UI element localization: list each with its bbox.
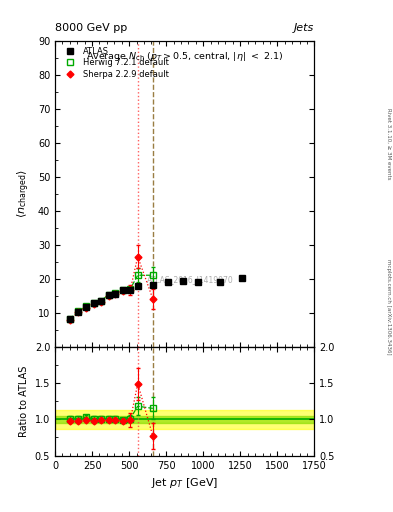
ATLAS (195, 280, 200, 286)
Herwig 7.2.1 default (107, 291, 111, 297)
Sherpa 2.2.9 default (107, 292, 111, 298)
Sherpa 2.2.9 default (84, 305, 89, 311)
Sherpa 2.2.9 default (68, 317, 72, 323)
Line: ATLAS: ATLAS (67, 274, 245, 323)
Herwig 7.2.1 default (76, 308, 81, 314)
Sherpa 2.2.9 default (76, 309, 81, 315)
Herwig 7.2.1 default (113, 290, 118, 296)
ATLAS (180, 279, 185, 285)
Text: Jets: Jets (294, 23, 314, 33)
Legend: ATLAS, Herwig 7.2.1 default, Sherpa 2.2.9 default: ATLAS, Herwig 7.2.1 default, Sherpa 2.2.… (59, 45, 170, 80)
Text: mcplots.cern.ch [arXiv:1306.3436]: mcplots.cern.ch [arXiv:1306.3436] (386, 260, 391, 355)
X-axis label: Jet $p_T$ [GeV]: Jet $p_T$ [GeV] (151, 476, 218, 490)
ATLAS (113, 290, 118, 296)
ATLAS (99, 298, 103, 304)
Sherpa 2.2.9 default (113, 291, 118, 297)
ATLAS (121, 286, 125, 292)
ATLAS (135, 283, 140, 289)
ATLAS (165, 280, 170, 286)
Line: Sherpa 2.2.9 default: Sherpa 2.2.9 default (68, 254, 155, 323)
Herwig 7.2.1 default (99, 297, 103, 304)
Y-axis label: Ratio to ATLAS: Ratio to ATLAS (19, 366, 29, 437)
ATLAS (91, 300, 96, 306)
Herwig 7.2.1 default (121, 287, 125, 293)
ATLAS (84, 305, 89, 311)
ATLAS (76, 309, 81, 315)
ATLAS (240, 274, 244, 281)
Herwig 7.2.1 default (128, 286, 133, 292)
Text: Rivet 3.1.10, ≥ 3M events: Rivet 3.1.10, ≥ 3M events (386, 108, 391, 179)
Text: Average $N_{\rm ch}$ ($p_T$$>$0.5, central, $|\eta|$ $<$ 2.1): Average $N_{\rm ch}$ ($p_T$$>$0.5, centr… (86, 50, 283, 63)
Herwig 7.2.1 default (68, 316, 72, 322)
Text: 8000 GeV pp: 8000 GeV pp (55, 23, 127, 33)
Sherpa 2.2.9 default (121, 287, 125, 293)
Herwig 7.2.1 default (91, 300, 96, 306)
Sherpa 2.2.9 default (91, 301, 96, 307)
Sherpa 2.2.9 default (128, 287, 133, 293)
Herwig 7.2.1 default (151, 272, 155, 279)
Line: Herwig 7.2.1 default: Herwig 7.2.1 default (66, 272, 156, 323)
ATLAS (128, 286, 133, 292)
Sherpa 2.2.9 default (99, 298, 103, 305)
Sherpa 2.2.9 default (135, 253, 140, 260)
Herwig 7.2.1 default (84, 304, 89, 310)
ATLAS (68, 316, 72, 323)
Sherpa 2.2.9 default (151, 296, 155, 302)
ATLAS (107, 292, 111, 298)
ATLAS (217, 279, 222, 285)
Herwig 7.2.1 default (135, 272, 140, 279)
ATLAS (151, 282, 155, 288)
Text: ATLAS_2016_I1419070: ATLAS_2016_I1419070 (147, 275, 233, 284)
Y-axis label: $\langle n_{\rm charged} \rangle$: $\langle n_{\rm charged} \rangle$ (16, 169, 32, 218)
